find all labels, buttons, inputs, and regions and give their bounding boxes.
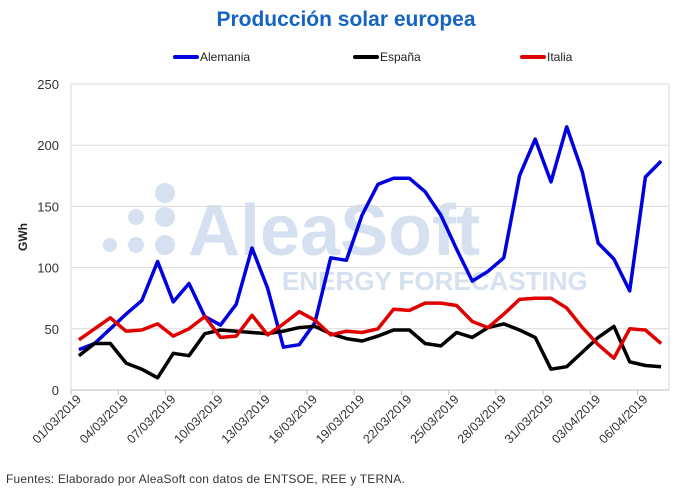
gridlines: [70, 83, 670, 395]
legend-item-espana: España: [353, 50, 421, 64]
x-tick-label: 04/03/2019: [77, 392, 131, 446]
y-tick-label: 200: [37, 138, 59, 153]
chart-title: Producción solar europea: [216, 8, 476, 31]
y-tick-label: 100: [37, 261, 59, 276]
legend-label: España: [380, 50, 421, 64]
x-tick-label: 13/03/2019: [219, 392, 273, 446]
y-tick-label: 250: [37, 77, 59, 92]
x-axis-tick-labels: 01/03/201904/03/201907/03/201910/03/2019…: [30, 392, 651, 446]
legend: Alemania España Italia: [0, 50, 692, 66]
y-axis-label: GWh: [16, 223, 30, 251]
x-tick-label: 10/03/2019: [171, 392, 225, 446]
x-tick-label: 01/03/2019: [30, 392, 84, 446]
series-lines: [77, 125, 663, 380]
x-tick-label: 03/04/2019: [549, 392, 603, 446]
series-line-alemania: [78, 125, 663, 352]
x-tick-label: 25/03/2019: [408, 392, 462, 446]
legend-label: Italia: [547, 50, 573, 64]
y-tick-label: 50: [45, 322, 59, 337]
watermark-dot: [155, 183, 175, 203]
watermark-dots-icon: [103, 183, 175, 255]
y-axis-tick-labels: 0 50 100 150 200 250: [37, 77, 59, 398]
x-tick-label: 28/03/2019: [455, 392, 509, 446]
source-footer: Fuentes: Elaborado por AleaSoft con dato…: [6, 472, 405, 486]
x-tick-label: 31/03/2019: [502, 392, 556, 446]
watermark-dot: [155, 235, 175, 255]
y-tick-label: 150: [37, 199, 59, 214]
y-tick-label: 0: [52, 383, 59, 398]
series-line-espana: [77, 322, 662, 380]
series-line-italia: [77, 296, 663, 360]
watermark-dot: [128, 209, 144, 225]
legend-item-alemania: Alemania: [173, 50, 250, 64]
legend-swatch-espana: [353, 55, 379, 59]
legend-label: Alemania: [200, 50, 251, 64]
x-tick-label: 16/03/2019: [266, 392, 320, 446]
watermark-dot: [155, 207, 175, 227]
x-tick-label: 19/03/2019: [313, 392, 367, 446]
watermark-dot: [103, 238, 117, 252]
x-tick-label: 06/04/2019: [596, 392, 650, 446]
watermark-dot: [128, 237, 144, 253]
legend-swatch-italia: [520, 55, 546, 59]
legend-item-italia: Italia: [520, 50, 572, 64]
x-tick-label: 07/03/2019: [124, 392, 178, 446]
legend-swatch-alemania: [173, 55, 199, 59]
x-tick-label: 22/03/2019: [360, 392, 414, 446]
watermark-tagline: ENERGY FORECASTING: [282, 266, 588, 296]
